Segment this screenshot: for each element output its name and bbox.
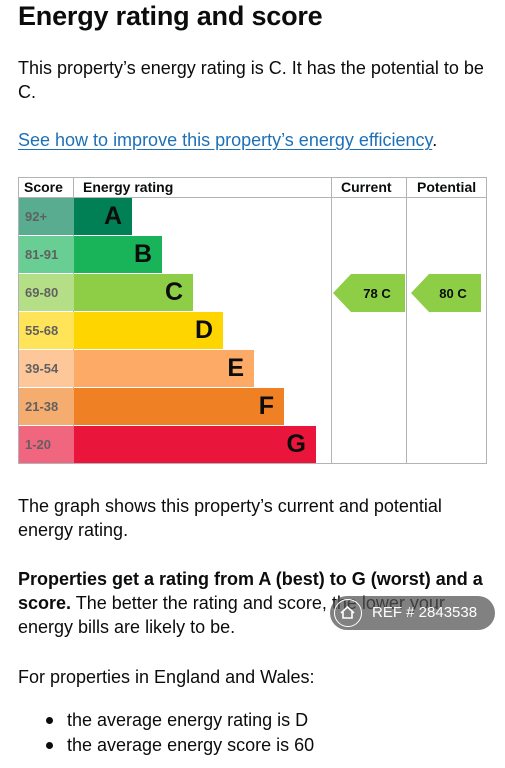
page-title: Energy rating and score [18, 1, 323, 31]
reference-badge: REF # 2843538 [330, 596, 495, 630]
potential-header: Potential [417, 179, 477, 195]
band-bar-a: A [74, 198, 132, 235]
current-header: Current [341, 179, 392, 195]
band-bar-e: E [74, 350, 254, 387]
potential-rating-arrow: 80 C [411, 273, 481, 312]
header-divider [19, 197, 486, 198]
region-intro: For properties in England and Wales: [18, 667, 315, 687]
current-column-divider [331, 178, 332, 463]
rating-summary: This property’s energy rating is C. It h… [18, 58, 484, 102]
energy-rating-header: Energy rating [83, 179, 174, 195]
bullet-icon [46, 742, 53, 749]
band-bar-d: D [74, 312, 223, 349]
band-bar-f: F [74, 388, 284, 425]
potential-column-divider [406, 178, 407, 463]
current-rating-arrow: 78 C [333, 273, 405, 312]
score-header: Score [24, 179, 63, 195]
band-score-b: 81-91 [19, 236, 74, 273]
bullet-icon [46, 717, 53, 724]
potential-rating-label: 80 C [439, 286, 467, 301]
band-letter-c: C [164, 278, 183, 306]
band-bar-c: C [74, 274, 193, 311]
band-letter-f: F [258, 392, 274, 420]
energy-rating-chart: Score Energy rating Current Potential 92… [18, 177, 487, 464]
improve-efficiency-link[interactable]: See how to improve this property’s energ… [18, 130, 433, 150]
list-item: the average energy rating is D [18, 708, 314, 733]
current-arrow-shape [333, 273, 405, 312]
ratings-explanation-bold: Properties get a rating from A (best) to… [18, 569, 483, 613]
band-letter-e: E [227, 354, 244, 382]
graph-caption: The graph shows this property’s current … [18, 496, 442, 540]
current-rating-label: 78 C [363, 286, 391, 301]
band-score-e: 39-54 [19, 350, 74, 387]
home-icon [334, 599, 362, 627]
band-letter-b: B [133, 240, 152, 268]
reference-number: REF # 2843538 [372, 604, 478, 621]
band-bar-g: G [74, 426, 316, 463]
band-score-d: 55-68 [19, 312, 74, 349]
band-letter-a: A [103, 202, 122, 230]
potential-arrow-shape [411, 273, 481, 312]
band-score-g: 1-20 [19, 426, 74, 463]
band-score-c: 69-80 [19, 274, 74, 311]
improve-paragraph: See how to improve this property’s energ… [18, 128, 488, 152]
band-letter-d: D [194, 316, 213, 344]
band-score-f: 21-38 [19, 388, 74, 425]
list-item: the average energy score is 60 [18, 733, 314, 758]
band-letter-g: G [286, 430, 306, 458]
band-bar-b: B [74, 236, 162, 273]
average-score-text: the average energy score is 60 [67, 735, 315, 755]
averages-list: the average energy rating is D the avera… [18, 708, 314, 758]
band-score-a: 92+ [19, 198, 74, 235]
average-rating-text: the average energy rating is D [67, 710, 309, 730]
link-suffix: . [432, 130, 438, 150]
